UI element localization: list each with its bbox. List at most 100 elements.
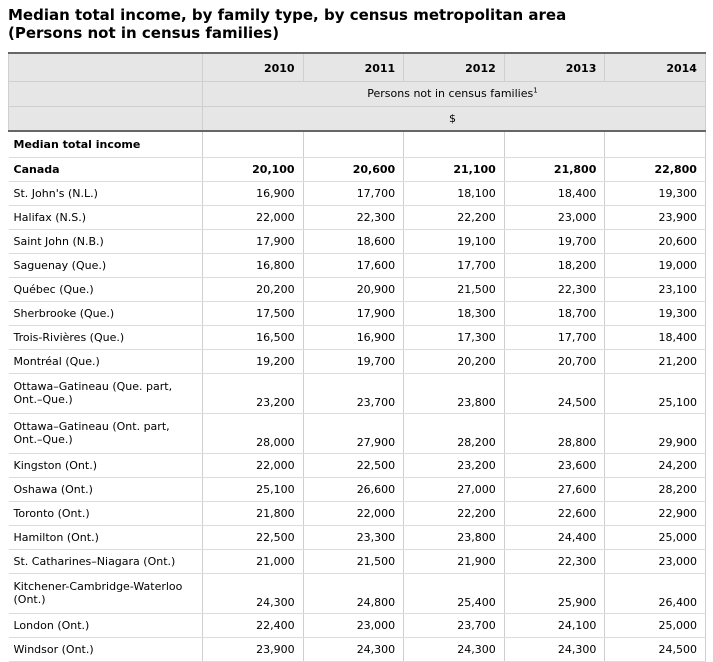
value-cell-2011: 17,600 [303, 253, 405, 278]
value-cell-2014: 25,100 [604, 373, 706, 414]
value-cell-2011: 20,600 [303, 157, 405, 182]
value-cell-2014: 20,600 [604, 229, 706, 254]
value-cell-2012: 27,000 [403, 477, 505, 502]
row-label: London (Ont.) [8, 613, 203, 638]
value-cell-2013: 24,300 [504, 637, 606, 662]
value-cell-2012: 25,400 [403, 573, 505, 614]
table-row: Toronto (Ont.) 21,800 22,000 22,200 22,600 22… [8, 501, 706, 526]
value-cell-2010: 19,200 [202, 349, 304, 374]
table-header: 2010 2011 2012 2013 2014 Persons not in … [8, 52, 706, 132]
row-label: Montréal (Que.) [8, 349, 203, 374]
value-cell-2011: 17,900 [303, 301, 405, 326]
row-label: St. Catharines–Niagara (Ont.) [8, 549, 203, 574]
value-cell-2010: 17,900 [202, 229, 304, 254]
table-row: Trois-Rivières (Que.) 16,500 16,900 17,300 1… [8, 325, 706, 350]
row-label: Saguenay (Que.) [8, 253, 203, 278]
value-cell-2014: 25,000 [604, 525, 706, 550]
row-label: Canada [8, 157, 203, 182]
value-cell-2011: 18,600 [303, 229, 405, 254]
value-cell-2010: 25,100 [202, 477, 304, 502]
value-cell-2014: 28,200 [604, 477, 706, 502]
section-cell [403, 130, 505, 158]
value-cell-2011: 22,000 [303, 501, 405, 526]
row-label: Kingston (Ont.) [8, 453, 203, 478]
row-label: Ottawa–Gatineau (Ont. part, Ont.–Que.) [8, 413, 203, 454]
unit-header-row: $ [8, 105, 706, 132]
value-cell-2014: 19,000 [604, 253, 706, 278]
row-label: Halifax (N.S.) [8, 205, 203, 230]
row-label: Saint John (N.B.) [8, 229, 203, 254]
value-cell-2011: 24,800 [303, 573, 405, 614]
value-cell-2011: 21,500 [303, 549, 405, 574]
row-label: Sherbrooke (Que.) [8, 301, 203, 326]
value-cell-2012: 21,500 [403, 277, 505, 302]
value-cell-2010: 22,000 [202, 205, 304, 230]
section-cell [504, 130, 606, 158]
year-header-2011: 2011 [302, 52, 405, 82]
value-cell-2013: 18,700 [504, 301, 606, 326]
value-cell-2013: 27,600 [504, 477, 606, 502]
family-type-header: Persons not in census families1 [202, 80, 706, 107]
page-title: Median total income, by family type, by … [0, 0, 713, 42]
table-row: Kitchener-Cambridge-Waterloo (Ont.) 24,30… [8, 573, 706, 614]
value-cell-2014: 22,800 [604, 157, 706, 182]
value-cell-2013: 20,700 [504, 349, 606, 374]
value-cell-2014: 23,100 [604, 277, 706, 302]
title-line-2: (Persons not in census families) [8, 24, 280, 42]
value-cell-2013: 25,900 [504, 573, 606, 614]
footnote-marker[interactable]: 1 [533, 86, 538, 95]
value-cell-2012: 21,900 [403, 549, 505, 574]
row-label: Québec (Que.) [8, 277, 203, 302]
value-cell-2011: 23,300 [303, 525, 405, 550]
value-cell-2010: 22,000 [202, 453, 304, 478]
value-cell-2011: 23,000 [303, 613, 405, 638]
table-row: Saguenay (Que.) 16,800 17,600 17,700 18,200 1… [8, 253, 706, 278]
value-cell-2013: 24,400 [504, 525, 606, 550]
income-table: 2010 2011 2012 2013 2014 Persons not in … [8, 52, 706, 662]
header-corner-2 [8, 80, 203, 107]
year-header-2013: 2013 [503, 52, 606, 82]
value-cell-2011: 19,700 [303, 349, 405, 374]
value-cell-2013: 18,400 [504, 181, 606, 206]
value-cell-2010: 20,100 [202, 157, 304, 182]
section-cell [202, 130, 304, 158]
value-cell-2014: 25,000 [604, 613, 706, 638]
value-cell-2013: 22,600 [504, 501, 606, 526]
table-row: Oshawa (Ont.) 25,100 26,600 27,000 27,600 28,… [8, 477, 706, 502]
value-cell-2010: 16,800 [202, 253, 304, 278]
value-cell-2014: 29,900 [604, 413, 706, 454]
value-cell-2014: 24,200 [604, 453, 706, 478]
value-cell-2014: 19,300 [604, 181, 706, 206]
table-row: St. Catharines–Niagara (Ont.) 21,000 21,50… [8, 549, 706, 574]
year-header-row: 2010 2011 2012 2013 2014 [8, 52, 706, 82]
value-cell-2011: 27,900 [303, 413, 405, 454]
value-cell-2011: 16,900 [303, 325, 405, 350]
value-cell-2014: 18,400 [604, 325, 706, 350]
year-header-2012: 2012 [403, 52, 505, 82]
value-cell-2014: 26,400 [604, 573, 706, 614]
value-cell-2013: 22,300 [504, 549, 606, 574]
year-header-2010: 2010 [202, 52, 304, 82]
value-cell-2013: 21,800 [504, 157, 606, 182]
row-label: St. John's (N.L.) [8, 181, 203, 206]
section-cell [604, 130, 706, 158]
row-label: Trois-Rivières (Que.) [8, 325, 203, 350]
value-cell-2011: 23,700 [303, 373, 405, 414]
value-cell-2013: 28,800 [504, 413, 606, 454]
row-label: Hamilton (Ont.) [8, 525, 203, 550]
value-cell-2010: 16,900 [202, 181, 304, 206]
table-row: Windsor (Ont.) 23,900 24,300 24,300 24,300 24… [8, 637, 706, 662]
value-cell-2012: 23,700 [403, 613, 505, 638]
table-row: St. John's (N.L.) 16,900 17,700 18,100 18,40… [8, 181, 706, 206]
value-cell-2012: 23,800 [403, 373, 505, 414]
value-cell-2010: 23,200 [202, 373, 304, 414]
value-cell-2011: 24,300 [303, 637, 405, 662]
value-cell-2010: 22,400 [202, 613, 304, 638]
value-cell-2013: 18,200 [504, 253, 606, 278]
value-cell-2014: 21,200 [604, 349, 706, 374]
value-cell-2013: 19,700 [504, 229, 606, 254]
unit-header: $ [202, 105, 706, 132]
value-cell-2013: 24,500 [504, 373, 606, 414]
section-label: Median total income [8, 130, 203, 158]
value-cell-2013: 24,100 [504, 613, 606, 638]
